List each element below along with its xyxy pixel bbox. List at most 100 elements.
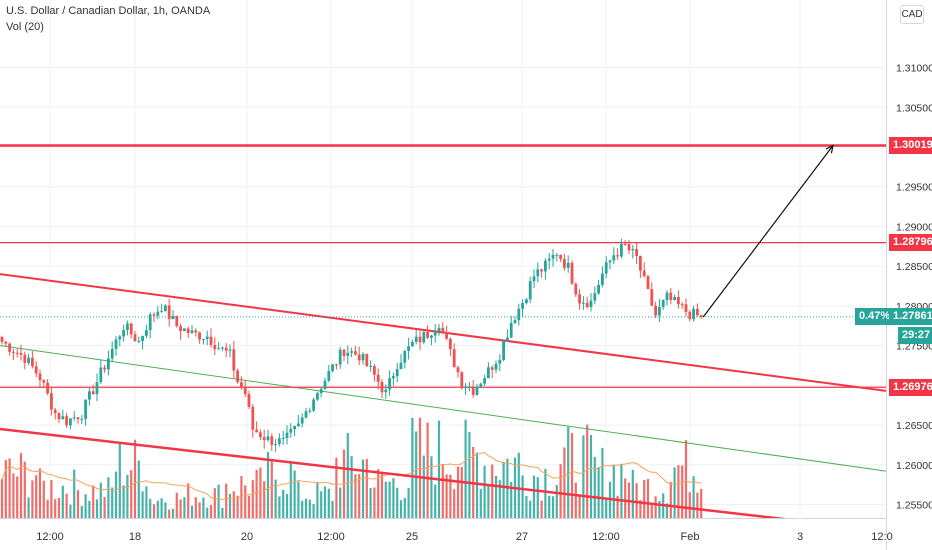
candle-body xyxy=(494,363,498,370)
volume-bar xyxy=(681,465,684,518)
candle-body xyxy=(509,322,513,338)
volume-bar xyxy=(620,463,623,518)
volume-bar xyxy=(259,467,262,518)
volume-bar xyxy=(206,507,209,518)
candle-body xyxy=(445,331,448,339)
candle-body xyxy=(380,382,384,393)
candle-body xyxy=(80,418,84,420)
candle-body xyxy=(692,308,695,320)
volume-bar xyxy=(126,474,129,518)
volume-bar xyxy=(8,458,11,518)
volume-moving-average-line xyxy=(1,451,702,501)
candle-body xyxy=(46,382,49,394)
volume-bar xyxy=(274,479,277,518)
candle-body xyxy=(392,376,395,379)
volume-bar xyxy=(312,504,315,518)
volume-bar xyxy=(521,475,524,518)
volume-bar xyxy=(35,475,38,518)
support-level-price-tag: 1.26976 xyxy=(889,378,932,396)
candle-body xyxy=(164,305,167,312)
volume-bar xyxy=(293,470,296,518)
candle-body xyxy=(270,436,274,445)
volume-bar xyxy=(266,452,270,518)
volume-bar xyxy=(453,489,456,518)
volume-bar xyxy=(665,503,669,518)
volume-bar xyxy=(479,489,482,518)
candle-body xyxy=(642,270,646,277)
volume-bar xyxy=(244,485,247,518)
candle-body xyxy=(84,399,87,419)
candle-body xyxy=(441,327,445,332)
price-tick-label: 1.29500 xyxy=(896,182,932,194)
candle-body xyxy=(50,393,53,410)
volume-bar xyxy=(38,468,42,518)
volume-bar xyxy=(88,501,91,518)
volume-bar xyxy=(149,498,152,518)
candle-body xyxy=(129,323,133,335)
volume-bar xyxy=(103,497,106,518)
candle-body xyxy=(156,311,160,316)
candle-body xyxy=(274,443,277,445)
candle-body xyxy=(38,373,42,381)
candle-body xyxy=(483,378,486,384)
price-tick-label: 1.25500 xyxy=(896,499,932,511)
volume-bar xyxy=(16,476,19,518)
candle-body xyxy=(31,357,34,367)
volume-bar xyxy=(12,473,15,518)
candle-body xyxy=(464,386,467,388)
candle-body xyxy=(202,338,205,340)
volume-bar xyxy=(487,485,490,518)
volume-bar xyxy=(494,475,498,518)
volume-bar xyxy=(684,440,688,518)
volume-bar xyxy=(350,456,353,518)
volume-bar xyxy=(301,500,304,518)
candle-body xyxy=(335,364,338,366)
time-axis-panel xyxy=(0,518,886,550)
candle-body xyxy=(513,320,517,323)
volume-bar xyxy=(392,478,395,518)
candle-body xyxy=(395,369,399,377)
volume-bar xyxy=(464,419,467,518)
volume-bar xyxy=(320,491,323,518)
candle-body xyxy=(574,283,578,295)
volume-bar xyxy=(289,463,292,518)
time-tick-label: 12:0 xyxy=(871,531,892,543)
candle-body xyxy=(559,254,562,259)
candle-body xyxy=(19,352,23,355)
volume-bar xyxy=(263,481,266,518)
volume-bar xyxy=(639,500,642,518)
volume-bar xyxy=(175,492,178,518)
volume-bar xyxy=(688,492,691,518)
candle-body xyxy=(525,299,528,303)
last-price-tag: 1.27861 xyxy=(889,308,932,326)
candle-body xyxy=(95,382,99,395)
candle-body xyxy=(137,341,141,343)
candle-body xyxy=(236,370,239,383)
volume-bar xyxy=(323,486,327,518)
volume-bar xyxy=(700,488,703,518)
volume-bar xyxy=(282,489,285,518)
volume-bar xyxy=(540,500,543,518)
resistance-level-price-tag: 1.28796 xyxy=(889,234,932,252)
candle-body xyxy=(145,330,148,336)
volume-indicator-legend[interactable]: Vol (20) xyxy=(6,21,44,33)
volume-bar xyxy=(624,478,627,518)
volume-bar xyxy=(236,495,239,518)
candle-body xyxy=(479,383,483,387)
currency-badge[interactable]: CAD xyxy=(900,5,924,24)
candle-body xyxy=(680,304,684,306)
volume-bar xyxy=(156,500,159,518)
candle-body xyxy=(308,410,312,412)
candle-body xyxy=(175,315,179,327)
candle-body xyxy=(247,394,251,407)
volume-bar xyxy=(183,497,186,518)
volume-bar xyxy=(54,499,57,518)
candle-body xyxy=(99,367,103,383)
price-axis-panel xyxy=(886,0,932,550)
volume-bar xyxy=(517,452,520,518)
volume-bar xyxy=(563,447,566,518)
volume-bar xyxy=(346,433,349,518)
candle-body xyxy=(433,331,437,336)
candle-body xyxy=(23,354,27,363)
